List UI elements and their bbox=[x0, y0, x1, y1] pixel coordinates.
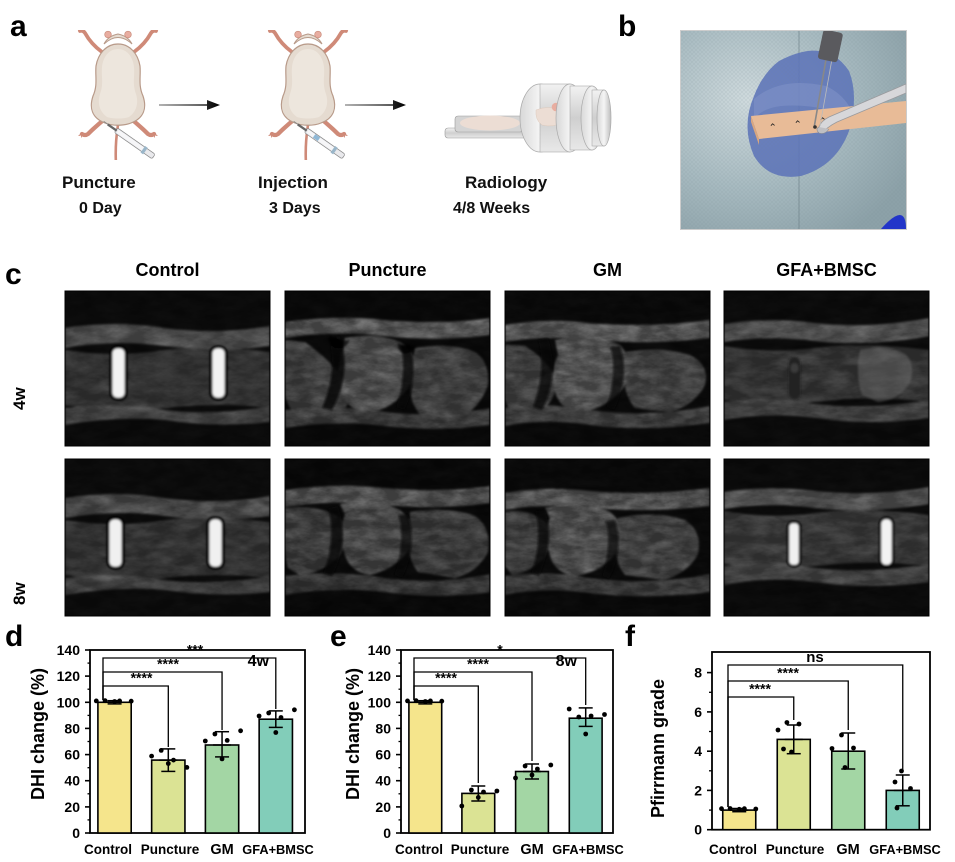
svg-text:4: 4 bbox=[694, 743, 702, 759]
svg-text:ns: ns bbox=[806, 649, 824, 666]
svg-text:GM: GM bbox=[836, 842, 859, 858]
svg-text:2: 2 bbox=[694, 782, 702, 798]
svg-text:****: **** bbox=[777, 665, 799, 681]
svg-text:Control: Control bbox=[709, 842, 757, 857]
svg-text:GFA+BMSC: GFA+BMSC bbox=[869, 842, 940, 857]
svg-text:8: 8 bbox=[694, 665, 702, 681]
svg-text:6: 6 bbox=[694, 704, 702, 720]
svg-text:0: 0 bbox=[694, 822, 702, 838]
svg-text:****: **** bbox=[749, 681, 771, 697]
svg-text:Puncture: Puncture bbox=[766, 842, 825, 857]
